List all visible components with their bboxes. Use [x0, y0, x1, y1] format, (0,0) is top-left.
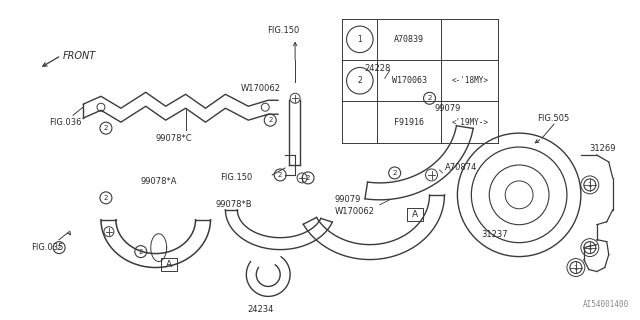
- Text: 31237: 31237: [481, 230, 508, 239]
- Text: 2: 2: [104, 195, 108, 201]
- Text: A70874: A70874: [444, 164, 477, 172]
- Text: 2: 2: [278, 172, 282, 178]
- Text: 99078*A: 99078*A: [141, 177, 177, 187]
- Text: W170063: W170063: [392, 76, 427, 85]
- Text: FIG.150: FIG.150: [220, 173, 253, 182]
- Text: 2: 2: [268, 117, 273, 123]
- Text: 99078*C: 99078*C: [156, 133, 193, 143]
- Text: A: A: [412, 210, 418, 219]
- Text: 2: 2: [104, 125, 108, 131]
- Text: 1: 1: [588, 182, 592, 188]
- Text: A70839: A70839: [394, 35, 424, 44]
- Text: F91916: F91916: [394, 118, 424, 127]
- Text: 1: 1: [588, 244, 592, 251]
- Text: AI54001400: AI54001400: [582, 300, 628, 309]
- Text: FIG.150: FIG.150: [268, 26, 300, 35]
- Text: 99078*B: 99078*B: [216, 200, 252, 209]
- Text: 2: 2: [358, 76, 362, 85]
- Text: 2: 2: [139, 249, 143, 255]
- Bar: [161, 258, 177, 271]
- Text: A: A: [166, 260, 172, 269]
- Text: FIG.035: FIG.035: [31, 243, 63, 252]
- Text: <-'18MY>: <-'18MY>: [451, 76, 488, 85]
- Text: 2: 2: [306, 175, 310, 181]
- Text: W170062: W170062: [241, 84, 280, 93]
- Text: FIG.505: FIG.505: [537, 114, 570, 123]
- Text: 99079: 99079: [335, 195, 362, 204]
- Text: 24228: 24228: [365, 64, 391, 73]
- Text: 2: 2: [57, 244, 61, 251]
- Text: 31269: 31269: [589, 144, 615, 153]
- Text: 2: 2: [428, 95, 432, 101]
- Text: 1: 1: [358, 35, 362, 44]
- Text: <'19MY->: <'19MY->: [451, 118, 488, 127]
- Text: 2: 2: [392, 170, 397, 176]
- Text: W170062: W170062: [335, 207, 375, 216]
- Text: FIG.036: FIG.036: [49, 118, 82, 127]
- Text: 99079: 99079: [435, 104, 461, 113]
- Text: 1: 1: [573, 265, 578, 270]
- Text: FRONT: FRONT: [63, 52, 97, 61]
- Bar: [406, 208, 422, 221]
- Text: 24234: 24234: [247, 305, 274, 314]
